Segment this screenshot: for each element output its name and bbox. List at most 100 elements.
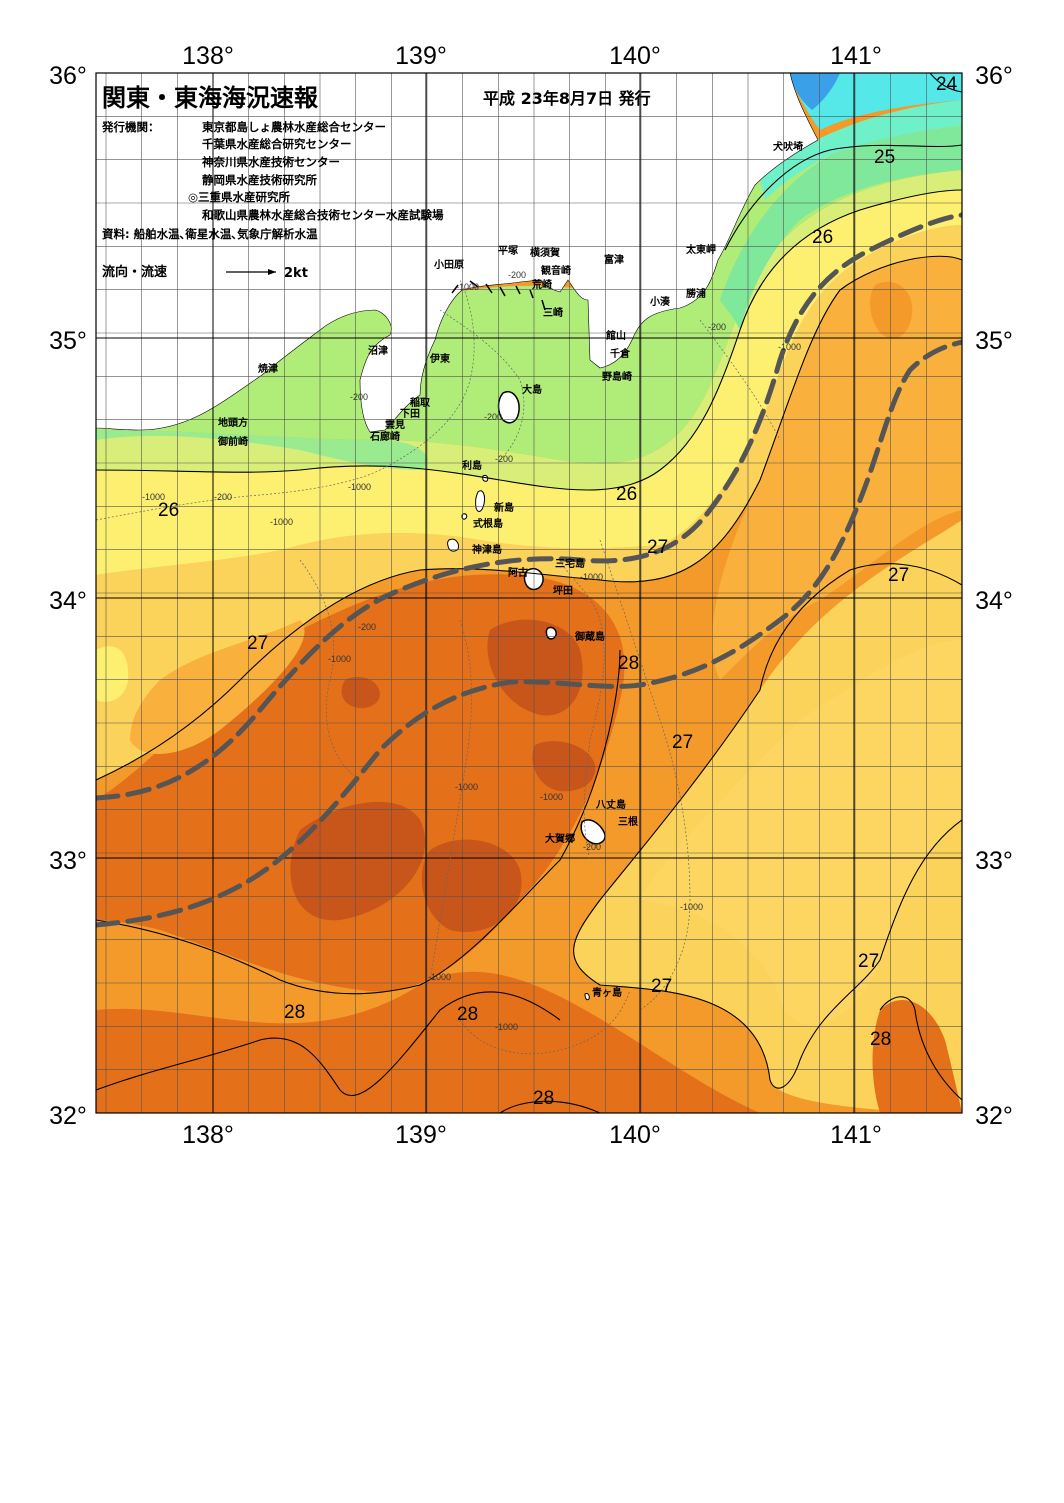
lat-label-left: 32° (49, 1102, 87, 1130)
sst-26-5-spot (96, 646, 129, 702)
arrow-icon (451, 284, 459, 294)
arrowhead-icon (268, 269, 276, 275)
isotherm-label: 27 (672, 732, 693, 753)
sst-25-5-band (96, 170, 962, 490)
flow-arrows (451, 280, 546, 311)
kuroshio-inner (96, 212, 962, 801)
isotherm-label: 27 (651, 976, 672, 997)
place-label: 稲取 (410, 396, 431, 409)
isotherm-27-b (573, 563, 962, 1089)
place-label: 御前崎 (217, 435, 248, 448)
place-label: 三崎 (543, 306, 563, 319)
sst-27-5-west (130, 620, 305, 754)
land-kozu (447, 538, 459, 552)
bathymetry (96, 279, 781, 1055)
issuer-item: ◎三重県水産研究所 (188, 190, 291, 204)
issuer-item: 神奈川県水産技術センター (202, 155, 340, 169)
place-label: 勝浦 (686, 287, 706, 300)
depth-label: -1000 (142, 492, 165, 502)
sst-29-core-e (341, 676, 380, 709)
lat-label-right: 32° (975, 1102, 1013, 1130)
place-names: 犬吠埼 太東岬 勝浦 小湊 富津 横須賀 観音崎 荒崎 三崎 平塚 小田原 館山… (217, 140, 803, 999)
sst-24-ne (790, 73, 962, 130)
depth-label: -1000 (495, 1022, 518, 1032)
lat-label-right: 35° (975, 327, 1013, 355)
depth-label: -200 (358, 622, 376, 632)
flow-scale-value: 2kt (284, 266, 308, 281)
arrow-icon (515, 285, 521, 295)
lon-label-bottom: 139° (395, 1121, 447, 1149)
lon-label-bottom: 138° (182, 1121, 234, 1149)
issuer-item: 静岡県水産技術研究所 (202, 173, 317, 187)
isotherm-label: 24 (936, 74, 958, 95)
depth-label: -1000 (680, 902, 703, 912)
place-label: 小湊 (649, 295, 671, 308)
isotherm-label: 26 (158, 500, 179, 521)
depth-label: -200 (350, 392, 368, 402)
place-label: 神津島 (472, 543, 502, 556)
sst-27-5-east (640, 640, 962, 1026)
place-label: 荒崎 (531, 278, 552, 291)
depth-label: -200 (508, 270, 526, 280)
issuer-item: 千葉県水産総合研究センター (202, 137, 352, 151)
place-label: 平塚 (498, 244, 518, 257)
isotherm-label: 25 (874, 147, 895, 168)
place-label: 利島 (462, 459, 482, 472)
place-label: 館山 (605, 329, 626, 342)
isotherm-label: 27 (888, 565, 909, 586)
depth-1000-d (599, 539, 691, 1011)
lon-label-top: 138° (182, 42, 234, 70)
sst-24-5-east (760, 100, 962, 200)
place-label: 伊東 (429, 352, 450, 365)
place-label: 焼津 (258, 362, 278, 375)
depth-label: -1000 (456, 282, 479, 292)
land-hachijo (580, 819, 606, 845)
place-label: 大島 (522, 383, 542, 396)
kuroshio-axis (96, 212, 962, 928)
isotherm-label: 27 (247, 633, 268, 654)
sst-25-coast-b (96, 430, 428, 470)
isotherm-label: 28 (533, 1088, 554, 1109)
depth-label: -200 (495, 454, 513, 464)
depth-label: -200 (583, 842, 601, 852)
depth-1000-f (459, 989, 631, 1055)
isotherm-24 (929, 73, 962, 93)
place-label: 犬吠埼 (773, 140, 803, 153)
isotherm-label: 26 (616, 484, 637, 505)
place-label: 三宅島 (555, 557, 585, 570)
arrow-icon (529, 289, 534, 299)
arrow-icon (485, 283, 493, 294)
place-label: 三根 (618, 815, 638, 828)
isotherm-27-a (96, 255, 962, 781)
depth-label: -1000 (348, 482, 371, 492)
place-label: 八丈島 (595, 798, 626, 811)
depth-label: -200 (708, 322, 726, 332)
place-label: 青ヶ島 (592, 986, 622, 999)
lon-label-top: 141° (830, 42, 882, 70)
issuer-label: 発行機関： (101, 120, 160, 134)
depth-1000-a (96, 279, 475, 521)
isotherm-label: 28 (618, 653, 639, 674)
kuroshio-outer (96, 339, 962, 928)
lat-label-left: 36° (49, 62, 87, 90)
isotherm-label: 27 (858, 951, 879, 972)
depth-labels: -200 -200 -200 -200 -200 -200 -200 -200 … (142, 270, 801, 1032)
map-title: 関東・東海海況速報 (102, 84, 319, 112)
isotherm-28-c (499, 1100, 601, 1113)
depth-200-b (559, 559, 605, 861)
issuer-item: 和歌山県農林水産総合技術センター水産試験場 (202, 208, 444, 222)
depth-label: -200 (214, 492, 232, 502)
depth-label: -200 (484, 412, 502, 422)
isotherm-lines (96, 73, 962, 1113)
isotherm-26 (96, 189, 962, 491)
isotherm-28-d (879, 996, 962, 1101)
lat-label-right: 34° (975, 587, 1013, 615)
place-label: 雲見 (385, 419, 405, 431)
place-label: 観音崎 (541, 264, 571, 277)
sst-29-core-c (487, 619, 583, 716)
issuer-item: 東京都島しょ農林水産総合センター (202, 120, 386, 134)
place-label: 太東岬 (685, 243, 716, 256)
depth-label: -1000 (328, 654, 351, 664)
sst-26-band (96, 190, 962, 575)
